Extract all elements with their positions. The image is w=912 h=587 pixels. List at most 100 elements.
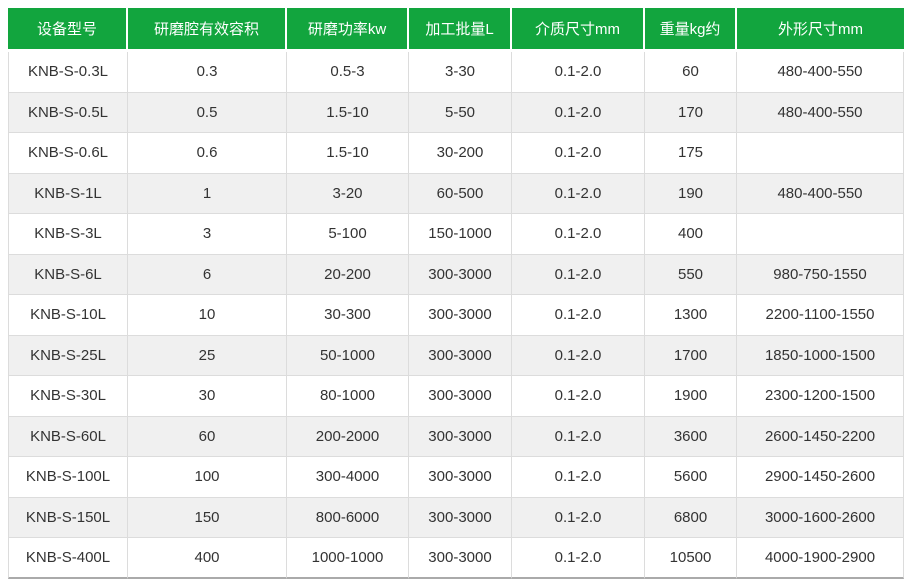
table-row: KNB-S-3L 3 5-100 150-1000 0.1-2.0 400 [8,214,904,255]
table-cell: KNB-S-100L [8,457,128,498]
table-cell: 2600-1450-2200 [737,416,904,457]
column-header: 设备型号 [8,8,128,52]
table-cell: 0.3 [128,52,287,93]
table-cell: 300-3000 [409,497,512,538]
table-cell: 100 [128,457,287,498]
table-cell: 5600 [645,457,737,498]
table-cell: 0.1-2.0 [512,457,645,498]
table-row: KNB-S-60L 60 200-2000 300-3000 0.1-2.0 3600 26… [8,416,904,457]
table-cell: 80-1000 [287,376,409,417]
table-cell: KNB-S-25L [8,335,128,376]
table-cell: 175 [645,133,737,174]
table-cell: 0.1-2.0 [512,295,645,336]
table-cell: 20-200 [287,254,409,295]
column-header: 加工批量L [409,8,512,52]
table-cell: KNB-S-10L [8,295,128,336]
table-cell: 6800 [645,497,737,538]
table-cell [737,214,904,255]
table-cell: 300-4000 [287,457,409,498]
table-cell: 5-100 [287,214,409,255]
table-header: 设备型号 研磨腔有效容积 研磨功率kw 加工批量L 介质尺寸mm 重量kg约 外形尺寸mm [8,8,904,52]
table-row: KNB-S-6L 6 20-200 300-3000 0.1-2.0 550 980-750… [8,254,904,295]
table-row: KNB-S-1L 1 3-20 60-500 0.1-2.0 190 480-400-550 [8,173,904,214]
table-cell: 10500 [645,538,737,579]
table-cell: 1.5-10 [287,133,409,174]
table-cell: 1000-1000 [287,538,409,579]
table-cell: 4000-1900-2900 [737,538,904,579]
table-cell: 0.1-2.0 [512,52,645,93]
table-cell: 150 [128,497,287,538]
table-cell: KNB-S-60L [8,416,128,457]
spec-table-container: 设备型号 研磨腔有效容积 研磨功率kw 加工批量L 介质尺寸mm 重量kg约 外形尺寸mm … [8,8,904,579]
table-cell: KNB-S-0.3L [8,52,128,93]
table-cell: 0.1-2.0 [512,133,645,174]
column-header: 研磨腔有效容积 [128,8,287,52]
table-cell: 2300-1200-1500 [737,376,904,417]
table-cell: 30 [128,376,287,417]
table-cell: 300-3000 [409,457,512,498]
table-cell: 300-3000 [409,254,512,295]
table-cell: 30-200 [409,133,512,174]
table-cell: 0.1-2.0 [512,376,645,417]
table-cell: 0.1-2.0 [512,335,645,376]
table-cell: 3 [128,214,287,255]
table-cell: 1900 [645,376,737,417]
table-cell: 480-400-550 [737,92,904,133]
column-header: 重量kg约 [645,8,737,52]
table-cell: 3-20 [287,173,409,214]
table-body: KNB-S-0.3L 0.3 0.5-3 3-30 0.1-2.0 60 480-400-5… [8,52,904,579]
column-header: 外形尺寸mm [737,8,904,52]
table-cell: 0.1-2.0 [512,173,645,214]
table-row: KNB-S-0.6L 0.6 1.5-10 30-200 0.1-2.0 175 [8,133,904,174]
table-cell: 10 [128,295,287,336]
table-cell: 150-1000 [409,214,512,255]
equipment-spec-table: 设备型号 研磨腔有效容积 研磨功率kw 加工批量L 介质尺寸mm 重量kg约 外形尺寸mm … [8,8,904,579]
table-cell: KNB-S-1L [8,173,128,214]
table-cell: 0.1-2.0 [512,497,645,538]
table-cell: 6 [128,254,287,295]
table-cell: 1850-1000-1500 [737,335,904,376]
table-cell: 1700 [645,335,737,376]
table-cell: 200-2000 [287,416,409,457]
table-cell: 2200-1100-1550 [737,295,904,336]
table-cell: 550 [645,254,737,295]
table-cell: 190 [645,173,737,214]
table-cell: 400 [128,538,287,579]
column-header: 介质尺寸mm [512,8,645,52]
table-cell: 480-400-550 [737,52,904,93]
table-cell: KNB-S-6L [8,254,128,295]
table-cell: 1300 [645,295,737,336]
table-cell: 2900-1450-2600 [737,457,904,498]
table-cell: 800-6000 [287,497,409,538]
table-cell: KNB-S-3L [8,214,128,255]
table-cell: 60 [128,416,287,457]
table-cell: 3000-1600-2600 [737,497,904,538]
table-cell: 30-300 [287,295,409,336]
column-header: 研磨功率kw [287,8,409,52]
table-cell: 3-30 [409,52,512,93]
table-row: KNB-S-0.5L 0.5 1.5-10 5-50 0.1-2.0 170 480-400… [8,92,904,133]
table-cell: 3600 [645,416,737,457]
table-row: KNB-S-400L 400 1000-1000 300-3000 0.1-2.0 105… [8,538,904,579]
table-cell: 0.1-2.0 [512,214,645,255]
table-cell: 0.1-2.0 [512,254,645,295]
table-cell: KNB-S-30L [8,376,128,417]
table-cell: 300-3000 [409,376,512,417]
table-cell: 0.6 [128,133,287,174]
table-cell: 300-3000 [409,295,512,336]
table-cell: 0.1-2.0 [512,416,645,457]
table-cell: 0.5 [128,92,287,133]
table-cell: KNB-S-0.5L [8,92,128,133]
header-row: 设备型号 研磨腔有效容积 研磨功率kw 加工批量L 介质尺寸mm 重量kg约 外形尺寸mm [8,8,904,52]
table-cell [737,133,904,174]
table-row: KNB-S-10L 10 30-300 300-3000 0.1-2.0 1300 2200… [8,295,904,336]
table-cell: KNB-S-0.6L [8,133,128,174]
table-cell: 60 [645,52,737,93]
table-cell: 300-3000 [409,416,512,457]
table-row: KNB-S-25L 25 50-1000 300-3000 0.1-2.0 1700 185… [8,335,904,376]
table-cell: 0.1-2.0 [512,92,645,133]
table-cell: 980-750-1550 [737,254,904,295]
table-cell: 480-400-550 [737,173,904,214]
table-cell: KNB-S-400L [8,538,128,579]
table-cell: KNB-S-150L [8,497,128,538]
